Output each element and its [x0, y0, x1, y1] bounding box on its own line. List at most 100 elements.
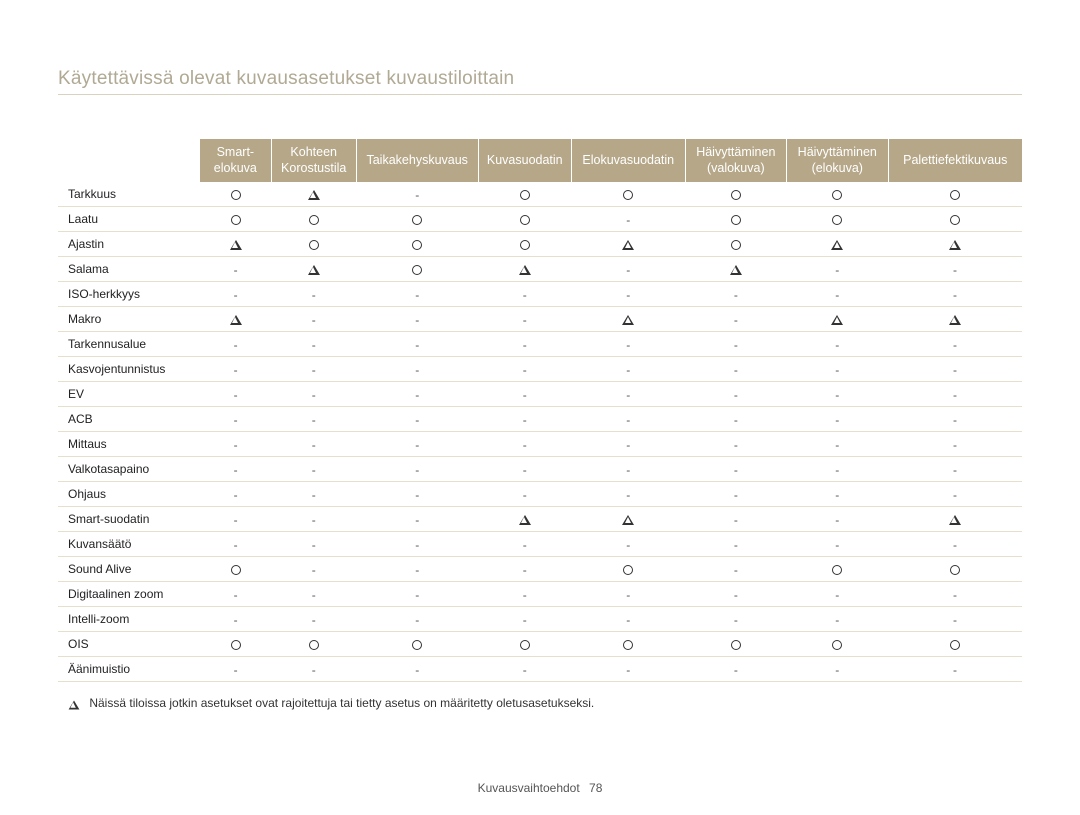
dash-icon: - [312, 365, 316, 375]
table-cell: - [200, 382, 271, 407]
table-row: Kasvojentunnistus-------- [58, 357, 1022, 382]
table-cell [271, 232, 356, 257]
table-cell [271, 632, 356, 657]
circle-icon [412, 240, 422, 250]
table-cell: - [888, 382, 1022, 407]
table-row: ACB-------- [58, 407, 1022, 432]
table-cell: - [356, 182, 478, 207]
table-cell: - [787, 407, 888, 432]
row-label: Smart-suodatin [58, 507, 200, 532]
triangle-icon [949, 515, 961, 525]
dash-icon: - [312, 665, 316, 675]
table-row: ISO-herkkyys-------- [58, 282, 1022, 307]
table-cell: - [478, 557, 571, 582]
table-cell: - [571, 407, 685, 432]
dash-icon: - [626, 665, 630, 675]
row-label: Sound Alive [58, 557, 200, 582]
table-cell: - [271, 382, 356, 407]
dash-icon: - [626, 590, 630, 600]
table-cell: - [356, 532, 478, 557]
table-cell [356, 257, 478, 282]
triangle-icon [519, 515, 531, 525]
table-row: Smart-suodatin----- [58, 507, 1022, 532]
dash-icon: - [415, 415, 419, 425]
dash-icon: - [523, 590, 527, 600]
dash-icon: - [523, 390, 527, 400]
dash-icon: - [953, 540, 957, 550]
circle-icon [623, 190, 633, 200]
table-cell: - [356, 607, 478, 632]
table-cell [787, 182, 888, 207]
row-label: ACB [58, 407, 200, 432]
footer-page: 78 [589, 781, 602, 795]
dash-icon: - [234, 390, 238, 400]
triangle-icon [622, 240, 634, 250]
dash-icon: - [835, 390, 839, 400]
table-cell: - [787, 282, 888, 307]
table-cell: - [685, 582, 786, 607]
row-label: Tarkkuus [58, 182, 200, 207]
row-label: Laatu [58, 207, 200, 232]
table-cell: - [888, 332, 1022, 357]
table-cell: - [271, 432, 356, 457]
table-cell [478, 507, 571, 532]
dash-icon: - [312, 465, 316, 475]
table-row: Valkotasapaino-------- [58, 457, 1022, 482]
dash-icon: - [523, 365, 527, 375]
table-cell: - [571, 482, 685, 507]
table-cell [200, 232, 271, 257]
dash-icon: - [415, 665, 419, 675]
table-cell: - [685, 457, 786, 482]
table-cell: - [787, 357, 888, 382]
dash-icon: - [312, 340, 316, 350]
table-cell: - [888, 582, 1022, 607]
table-cell [571, 307, 685, 332]
table-cell: - [571, 582, 685, 607]
table-cell: - [271, 457, 356, 482]
table-cell [571, 232, 685, 257]
table-cell: - [356, 482, 478, 507]
table-cell: - [200, 432, 271, 457]
table-cell: - [478, 307, 571, 332]
dash-icon: - [234, 490, 238, 500]
row-label: Digitaalinen zoom [58, 582, 200, 607]
table-cell [685, 232, 786, 257]
table-head: Smart-elokuvaKohteenKorostustilaTaikakeh… [58, 139, 1022, 182]
table-cell: - [356, 557, 478, 582]
table-cell: - [685, 532, 786, 557]
row-label: Valkotasapaino [58, 457, 200, 482]
table-cell: - [356, 382, 478, 407]
circle-icon [832, 190, 842, 200]
table-cell: - [685, 607, 786, 632]
circle-icon [520, 640, 530, 650]
table-cell: - [200, 357, 271, 382]
dash-icon: - [835, 540, 839, 550]
table-cell: - [271, 307, 356, 332]
circle-icon [231, 565, 241, 575]
table-row: Ajastin [58, 232, 1022, 257]
circle-icon [832, 215, 842, 225]
dash-icon: - [523, 665, 527, 675]
table-cell: - [478, 382, 571, 407]
table-cell: - [685, 357, 786, 382]
table-cell: - [478, 282, 571, 307]
footer-section: Kuvausvaihtoehdot [478, 781, 580, 795]
table-cell [787, 232, 888, 257]
page: Käytettävissä olevat kuvausasetukset kuv… [0, 0, 1080, 710]
page-title: Käytettävissä olevat kuvausasetukset kuv… [58, 68, 1022, 95]
table-cell [888, 507, 1022, 532]
dash-icon: - [734, 565, 738, 575]
table-cell [888, 307, 1022, 332]
circle-icon [412, 640, 422, 650]
dash-icon: - [312, 515, 316, 525]
circle-icon [309, 240, 319, 250]
dash-icon: - [523, 440, 527, 450]
dash-icon: - [415, 615, 419, 625]
table-cell: - [356, 507, 478, 532]
table-cell [685, 207, 786, 232]
circle-icon [731, 215, 741, 225]
dash-icon: - [523, 490, 527, 500]
table-cell: - [200, 582, 271, 607]
dash-icon: - [234, 615, 238, 625]
table-cell: - [571, 207, 685, 232]
